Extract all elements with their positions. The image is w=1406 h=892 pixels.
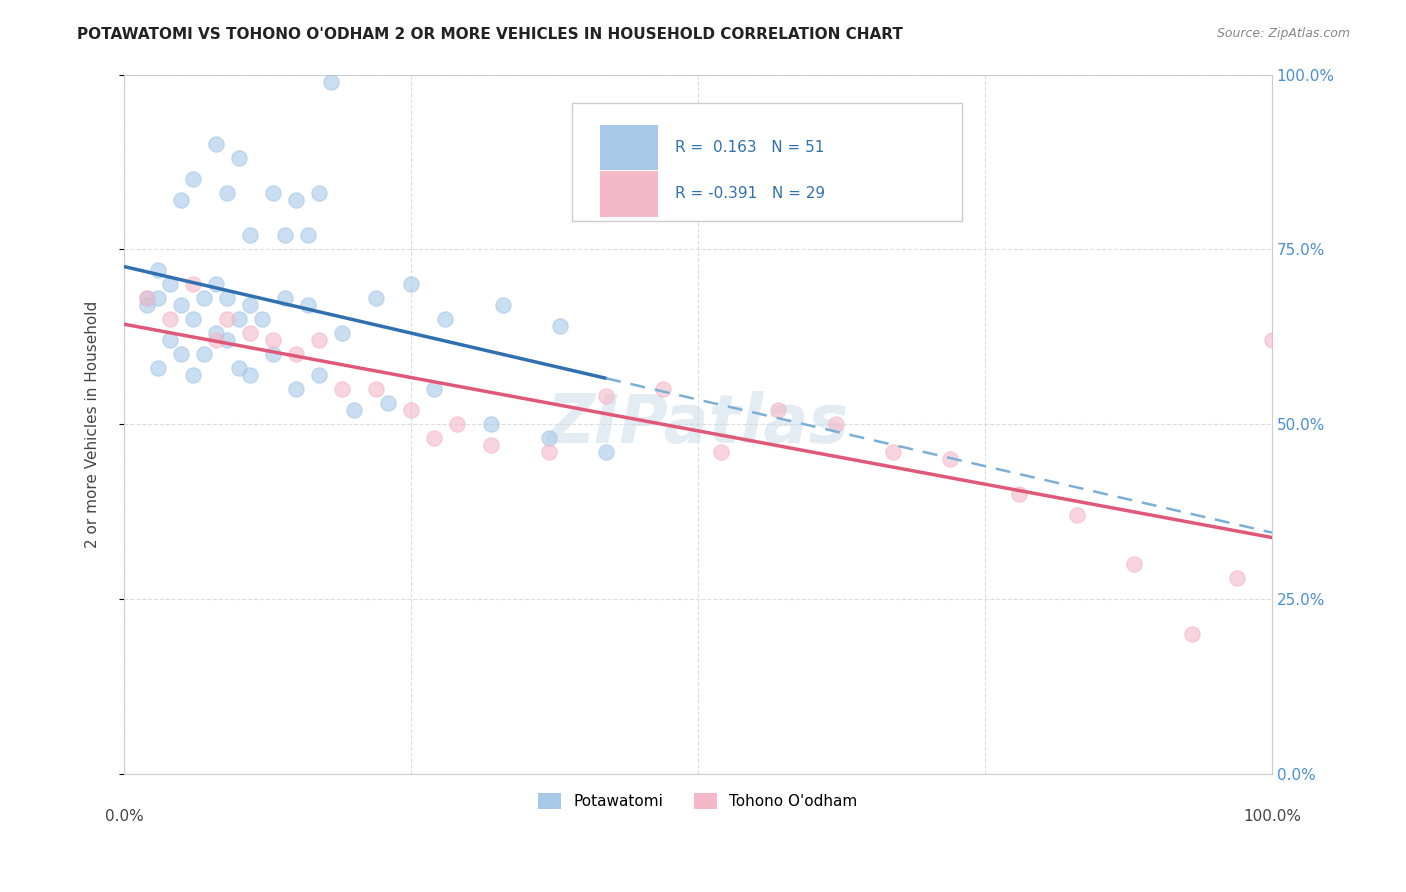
- Point: [181, 277, 204, 292]
- Point: [170, 194, 193, 208]
- Text: R = -0.391   N = 29: R = -0.391 N = 29: [675, 186, 825, 201]
- Point: [193, 347, 215, 361]
- Point: [181, 368, 204, 383]
- Point: [479, 438, 502, 452]
- Point: [285, 347, 308, 361]
- Point: [170, 298, 193, 312]
- Point: [239, 326, 262, 341]
- Point: [1226, 571, 1249, 585]
- Point: [1008, 487, 1031, 501]
- Point: [159, 312, 181, 326]
- Point: [768, 403, 790, 417]
- Point: [250, 312, 273, 326]
- Point: [1123, 558, 1146, 572]
- Text: R =  0.163   N = 51: R = 0.163 N = 51: [675, 140, 824, 155]
- Point: [399, 403, 422, 417]
- Point: [135, 298, 157, 312]
- Point: [148, 292, 170, 306]
- FancyBboxPatch shape: [572, 103, 962, 221]
- Point: [148, 263, 170, 277]
- Point: [366, 292, 388, 306]
- Point: [148, 361, 170, 376]
- Point: [423, 431, 446, 445]
- Point: [273, 228, 295, 243]
- Point: [537, 445, 560, 459]
- Point: [204, 277, 226, 292]
- Point: [217, 292, 239, 306]
- Text: ZIPatlas: ZIPatlas: [547, 392, 849, 458]
- Legend: Potawatomi, Tohono O'odham: Potawatomi, Tohono O'odham: [533, 788, 863, 815]
- Text: 100.0%: 100.0%: [1243, 809, 1301, 824]
- Point: [824, 417, 846, 432]
- Point: [181, 172, 204, 186]
- Point: [1261, 334, 1284, 348]
- FancyBboxPatch shape: [600, 125, 658, 170]
- Point: [446, 417, 468, 432]
- Point: [537, 431, 560, 445]
- Point: [239, 228, 262, 243]
- Y-axis label: 2 or more Vehicles in Household: 2 or more Vehicles in Household: [86, 301, 100, 548]
- Point: [239, 368, 262, 383]
- Text: Source: ZipAtlas.com: Source: ZipAtlas.com: [1216, 27, 1350, 40]
- Point: [308, 368, 330, 383]
- Point: [366, 382, 388, 396]
- Point: [595, 445, 617, 459]
- Text: 0.0%: 0.0%: [104, 809, 143, 824]
- Point: [204, 334, 226, 348]
- Point: [181, 312, 204, 326]
- Point: [217, 334, 239, 348]
- Point: [204, 326, 226, 341]
- Point: [330, 326, 353, 341]
- Point: [308, 334, 330, 348]
- Point: [228, 361, 250, 376]
- Point: [135, 292, 157, 306]
- Point: [479, 417, 502, 432]
- Point: [319, 74, 342, 88]
- FancyBboxPatch shape: [600, 171, 658, 217]
- Point: [399, 277, 422, 292]
- Point: [434, 312, 457, 326]
- Point: [1180, 627, 1202, 641]
- Point: [217, 186, 239, 201]
- Point: [262, 347, 284, 361]
- Point: [193, 292, 215, 306]
- Point: [159, 277, 181, 292]
- Point: [285, 194, 308, 208]
- Point: [330, 382, 353, 396]
- Point: [297, 228, 319, 243]
- Point: [492, 298, 515, 312]
- Point: [262, 334, 284, 348]
- Point: [285, 382, 308, 396]
- Point: [308, 186, 330, 201]
- Text: POTAWATOMI VS TOHONO O'ODHAM 2 OR MORE VEHICLES IN HOUSEHOLD CORRELATION CHART: POTAWATOMI VS TOHONO O'ODHAM 2 OR MORE V…: [77, 27, 903, 42]
- Point: [710, 445, 733, 459]
- Point: [939, 452, 962, 467]
- Point: [228, 312, 250, 326]
- Point: [217, 312, 239, 326]
- Point: [170, 347, 193, 361]
- Point: [273, 292, 295, 306]
- Point: [652, 382, 675, 396]
- Point: [204, 137, 226, 152]
- Point: [423, 382, 446, 396]
- Point: [882, 445, 904, 459]
- Point: [159, 334, 181, 348]
- Point: [377, 396, 399, 410]
- Point: [262, 186, 284, 201]
- Point: [595, 389, 617, 403]
- Point: [228, 152, 250, 166]
- Point: [342, 403, 364, 417]
- Point: [239, 298, 262, 312]
- Point: [1066, 508, 1088, 523]
- Point: [548, 319, 571, 334]
- Point: [135, 292, 157, 306]
- Point: [297, 298, 319, 312]
